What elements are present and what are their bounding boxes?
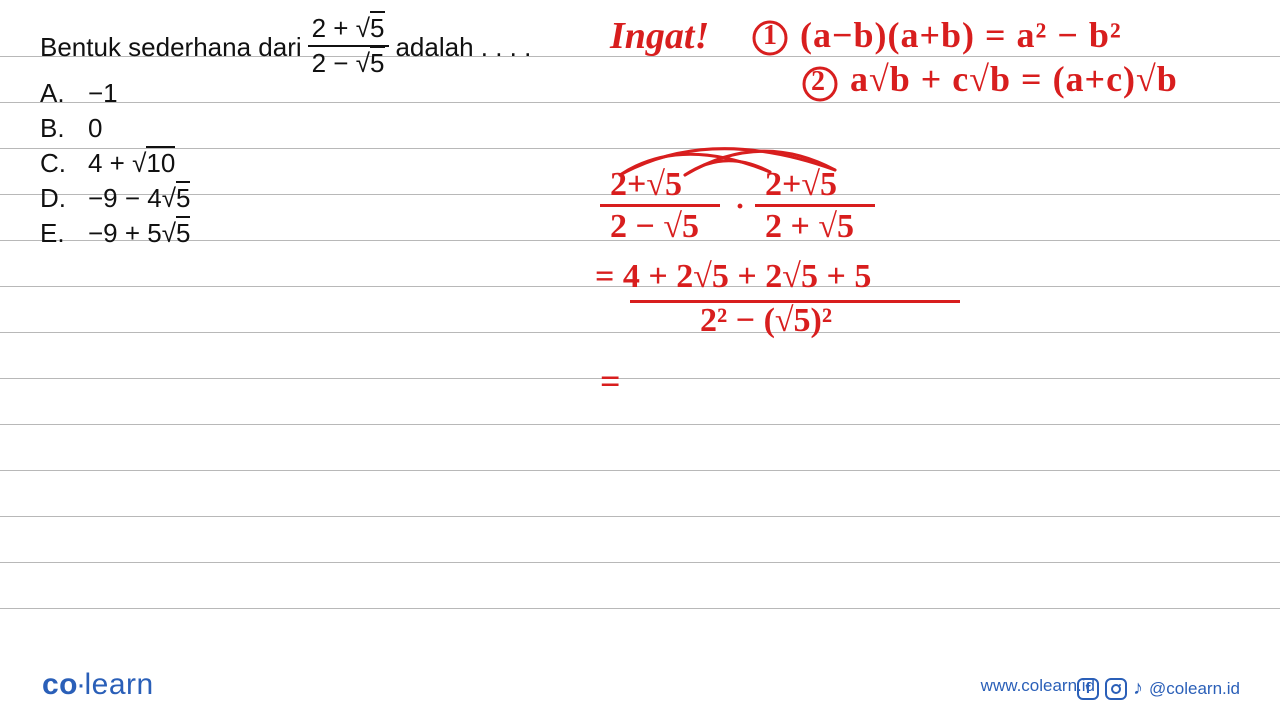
hw-step1-den-left: 2 − √5 [610, 208, 699, 246]
hw-remember: Ingat! [610, 14, 709, 58]
option-e: E.−9 + 5√5 [40, 216, 190, 251]
question-fraction: 2 + √5 2 − √5 [308, 14, 390, 77]
footer: co·learn www.colearn.id f ♪ @colearn.id [0, 662, 1280, 702]
hw-arcs-icon [590, 130, 900, 180]
logo-co: co [42, 668, 78, 701]
logo-learn: learn [85, 668, 154, 701]
instagram-icon [1105, 678, 1127, 700]
question: Bentuk sederhana dari 2 + √5 2 − √5 adal… [40, 16, 531, 79]
option-b: B.0 [40, 111, 190, 146]
hw-rule-1: (a−b)(a+b) = a² − b² [800, 14, 1122, 56]
hw-num-1: 1 [763, 20, 777, 52]
tiktok-icon: ♪ [1133, 677, 1143, 700]
hw-step3: = [600, 360, 621, 402]
rule-line [0, 102, 1280, 103]
hw-dot: · [735, 190, 745, 224]
rule-line [0, 608, 1280, 609]
option-c: C.4 + √10 [40, 146, 190, 181]
rule-line [0, 378, 1280, 379]
facebook-icon: f [1077, 678, 1099, 700]
option-d: D.−9 − 4√5 [40, 181, 190, 216]
rule-line [0, 562, 1280, 563]
hw-frac-bar [755, 204, 875, 207]
rule-line [0, 332, 1280, 333]
hw-rule-2: a√b + c√b = (a+c)√b [850, 58, 1178, 100]
question-suffix: adalah . . . . [395, 32, 531, 63]
logo: co·learn [42, 668, 154, 702]
hw-step2-num: = 4 + 2√5 + 2√5 + 5 [595, 258, 871, 296]
hw-frac-bar [600, 204, 720, 207]
option-a: A.−1 [40, 76, 190, 111]
rule-line [0, 424, 1280, 425]
page: Bentuk sederhana dari 2 + √5 2 − √5 adal… [0, 0, 1280, 720]
hw-step1-den-right: 2 + √5 [765, 208, 854, 246]
hw-step2-den: 2² − (√5)² [700, 302, 832, 340]
hw-num-2: 2 [811, 66, 825, 98]
social: f ♪ @colearn.id [1077, 677, 1240, 700]
rule-line [0, 470, 1280, 471]
social-handle: @colearn.id [1149, 679, 1240, 699]
question-prefix: Bentuk sederhana dari [40, 32, 302, 63]
options: A.−1 B.0 C.4 + √10 D.−9 − 4√5 E.−9 + 5√5 [40, 76, 190, 251]
rule-line [0, 516, 1280, 517]
